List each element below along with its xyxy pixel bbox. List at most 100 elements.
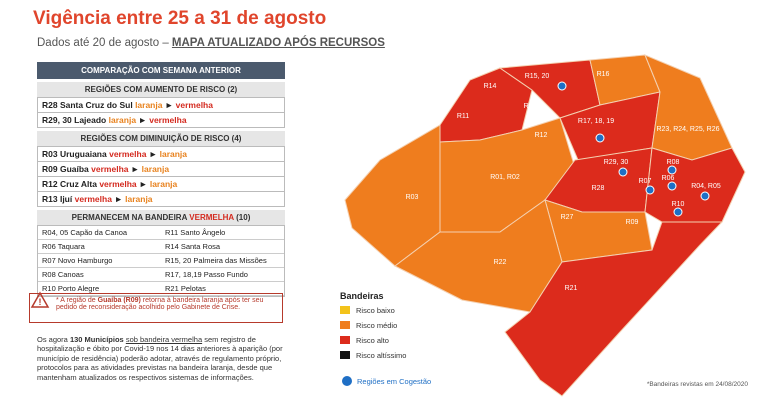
remain-cell: R08 Canoas [38, 268, 161, 282]
from-flag: vermelha [91, 164, 129, 174]
cogestao-legend-icon [342, 376, 352, 386]
arrow: ► [114, 194, 123, 204]
map-label: R03 [406, 194, 419, 201]
cogestao-icon [673, 207, 683, 217]
regions [344, 54, 746, 397]
map-label: R16 [597, 71, 610, 78]
remain-cell: R04, 05 Capão da Canoa [38, 226, 161, 240]
map-label: R01, R02 [490, 174, 520, 181]
map-label: R11 [457, 113, 469, 120]
to-flag: vermelha [149, 115, 187, 125]
map-label: R07 [639, 178, 652, 185]
warning-icon: ! [30, 291, 50, 308]
remain-cell: R15, 20 Palmeira das Missões [161, 254, 284, 268]
table-row: R29, 30 Lajeado laranja ► vermelha [37, 113, 285, 128]
map-label: R22 [494, 259, 507, 266]
table-row: R03 Uruguaiana vermelha ► laranja [37, 146, 285, 162]
heading-text: PERMANECEM NA BANDEIRA [71, 213, 188, 222]
map-label: R10 [672, 201, 685, 208]
footnote: *Bandeiras revistas em 24/08/2020 [647, 381, 749, 388]
arrow: ► [164, 100, 174, 110]
cogestao-icon [618, 167, 628, 177]
region-name: R09 Guaíba [42, 164, 89, 174]
note-link: sob bandeira vermelha [125, 335, 203, 344]
map-label: R15, 20 [525, 73, 550, 80]
region-name: R29, 30 Lajeado [42, 115, 107, 125]
to-flag: laranja [141, 164, 170, 174]
map-label: R06 [662, 175, 675, 182]
to-flag: laranja [125, 194, 153, 204]
subtitle: Dados até 20 de agosto – MAPA ATUALIZADO… [37, 37, 385, 49]
from-flag: vermelha [99, 179, 137, 189]
legend-label: Risco médio [356, 321, 397, 330]
comparison-table: COMPARAÇÃO COM SEMANA ANTERIOR REGIÕES C… [37, 62, 285, 297]
legend-label: Risco alto [356, 336, 389, 345]
warning-box: * A região de Guaíba (R09) retorna à ban… [29, 293, 283, 323]
map-label: R09 [626, 219, 639, 226]
legend: Risco baixo Risco médio Risco alto Risco al… [340, 306, 406, 360]
map-label: R27 [561, 214, 574, 221]
remain-cell: R21 Pelotas [161, 282, 284, 296]
subtitle-text: Dados até 20 de agosto – [37, 37, 169, 49]
legend-swatch [340, 351, 350, 359]
map-label: R12 [535, 132, 548, 139]
subtitle-link: MAPA ATUALIZADO APÓS RECURSOS [171, 37, 385, 49]
increase-rows: R28 Santa Cruz do Sul laranja ► vermelha… [37, 97, 285, 128]
heading-flag: VERMELHA [189, 213, 234, 222]
cogestao-icon [667, 181, 677, 191]
remain-cell: R11 Santo Ângelo [161, 226, 284, 240]
map-label: R08 [667, 159, 680, 166]
from-flag: laranja [135, 100, 163, 110]
map-label: R23, R24, R25, R26 [656, 126, 719, 133]
legend-swatch [340, 306, 350, 314]
title: Vigência entre 25 a 31 de agosto [33, 8, 327, 29]
region [394, 199, 563, 313]
map-label: R28 [592, 185, 605, 192]
region [498, 59, 601, 119]
table-row: R28 Santa Cruz do Sul laranja ► vermelha [37, 97, 285, 113]
section-heading: REGIÕES COM DIMINUIÇÃO DE RISCO (4) [37, 131, 285, 146]
to-flag: laranja [149, 179, 178, 189]
arrow: ► [130, 164, 140, 174]
heading-count: (10) [236, 213, 251, 222]
table-title: COMPARAÇÃO COM SEMANA ANTERIOR [37, 62, 285, 79]
cogestao-label: Regiões em Cogestão [357, 377, 431, 386]
svg-text:!: ! [39, 297, 42, 307]
region-name: R28 Santa Cruz do Sul [42, 100, 133, 110]
region [439, 67, 533, 143]
region [544, 199, 653, 263]
table-row: R09 Guaíba vermelha ► laranja [37, 162, 285, 177]
warning-prefix: * A região de [56, 297, 96, 304]
legend-label: Risco altíssimo [356, 351, 406, 360]
note-prefix: Os agora [37, 335, 68, 344]
region-name: R12 Cruz Alta [42, 179, 97, 189]
warning-bold: Guaíba (R09) [97, 297, 141, 304]
cogestao-icon [595, 133, 605, 143]
remain-cell: R07 Novo Hamburgo [38, 254, 161, 268]
legend-swatch [340, 321, 350, 329]
legend-label: Risco baixo [356, 306, 395, 315]
warning-text: retorna à bandeira laranja após ter seu … [56, 297, 264, 311]
to-flag: laranja [159, 149, 188, 159]
cogestao-icon [667, 165, 677, 175]
cogestao-icon [700, 191, 710, 201]
cogestao-icon [645, 185, 655, 195]
section-heading: REGIÕES COM AUMENTO DE RISCO (2) [37, 82, 285, 97]
remain-cell: R17, 18,19 Passo Fundo [161, 268, 284, 282]
region [344, 124, 441, 267]
section-heading: PERMANECEM NA BANDEIRA VERMELHA (10) [37, 210, 285, 225]
arrow: ► [139, 179, 148, 189]
remain-cell: R14 Santa Rosa [161, 240, 284, 254]
map-label: R21 [565, 285, 578, 292]
table-row: R12 Cruz Alta vermelha ► laranja [37, 177, 285, 192]
cogestao-icon [557, 81, 567, 91]
remain-cell: R10 Porto Alegre [38, 282, 161, 296]
region [439, 117, 576, 233]
from-flag: laranja [108, 115, 137, 125]
region [589, 54, 661, 106]
region-name: R03 Uruguaiana [42, 149, 107, 159]
map-label: R04, R05 [691, 183, 721, 190]
legend-swatch [340, 336, 350, 344]
region [644, 147, 746, 223]
